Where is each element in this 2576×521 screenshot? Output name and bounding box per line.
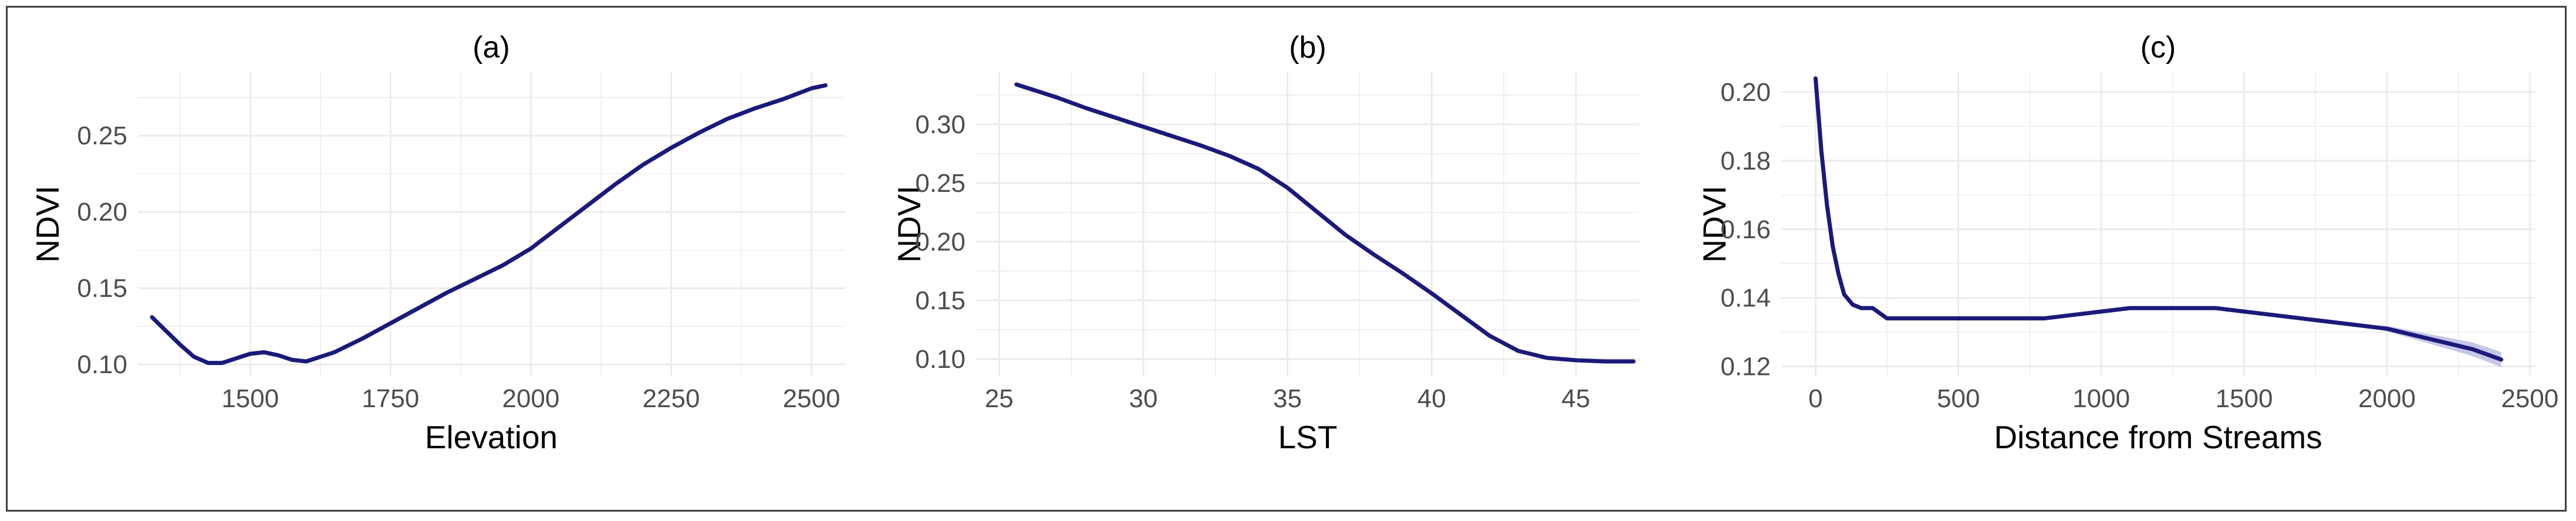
x-tick-label: 25	[985, 384, 1014, 413]
plot-background-c	[1781, 72, 2536, 377]
series-line-c	[1813, 76, 2504, 362]
panel-a: (a) Elevation NDVI 1500 1750 2000 2250 2500 …	[29, 31, 845, 455]
y-tick-labels-a: 0.10 0.15 0.20 0.25	[77, 121, 127, 379]
y-tick-label: 0.12	[1720, 352, 1771, 381]
series-line-a	[150, 83, 828, 366]
x-tick-labels-b: 25 30 35 40 45	[985, 384, 1591, 413]
series-line-c	[1813, 76, 2504, 362]
y-tick-label: 0.16	[1720, 215, 1771, 244]
gridlines-a	[138, 72, 845, 377]
x-axis-label-b: LST	[1278, 419, 1338, 455]
y-tick-label: 0.20	[915, 228, 965, 256]
x-tick-label: 2250	[643, 384, 700, 413]
y-tick-label: 0.25	[915, 169, 965, 198]
x-tick-label: 1750	[362, 384, 419, 413]
x-tick-label: 2500	[783, 384, 840, 413]
gridlines-b	[976, 72, 1639, 377]
x-tick-label: 1500	[221, 384, 279, 413]
x-tick-label: 35	[1273, 384, 1302, 413]
y-tick-label: 0.30	[915, 110, 965, 139]
x-tick-label: 40	[1417, 384, 1446, 413]
x-tick-label: 30	[1129, 384, 1157, 413]
y-tick-label: 0.20	[77, 198, 127, 226]
x-tick-label: 1000	[2072, 384, 2130, 413]
x-tick-label: 2500	[2501, 384, 2558, 413]
panel-title-b: (b)	[1289, 31, 1326, 65]
panel-c: (c) Distance from Streams NDVI 0 500 1000 1…	[1696, 31, 2558, 455]
y-tick-label: 0.14	[1720, 284, 1771, 313]
y-axis-label-c: NDVI	[1696, 185, 1733, 262]
x-tick-label: 45	[1561, 384, 1590, 413]
x-axis-label-c: Distance from Streams	[1994, 419, 2322, 455]
y-tick-label: 0.18	[1720, 147, 1771, 175]
figure-frame	[6, 6, 2567, 512]
y-tick-label: 0.10	[77, 350, 127, 379]
y-tick-labels-b: 0.10 0.15 0.20 0.25 0.30	[915, 110, 965, 374]
x-tick-label: 2000	[2358, 384, 2416, 413]
y-tick-label: 0.25	[77, 121, 127, 150]
panel-b: (b) LST NDVI 25 30 35 40 45 0.10 0.15 0.20 0.25…	[891, 31, 1639, 455]
series-line-b	[1014, 82, 1636, 364]
y-axis-label-b: NDVI	[891, 185, 927, 262]
panel-title-a: (a)	[472, 31, 510, 65]
x-tick-labels-a: 1500 1750 2000 2250 2500	[221, 384, 840, 413]
panel-title-c: (c)	[2141, 31, 2176, 65]
y-tick-label: 0.15	[77, 274, 127, 303]
x-tick-label: 2000	[502, 384, 559, 413]
plot-background-b	[976, 72, 1639, 377]
x-tick-label: 500	[1937, 384, 1980, 413]
x-tick-label: 0	[1808, 384, 1822, 413]
x-tick-labels-c: 0 500 1000 1500 2000 2500	[1808, 384, 2558, 413]
x-tick-label: 1500	[2216, 384, 2273, 413]
y-tick-label: 0.15	[915, 286, 965, 315]
y-tick-labels-c: 0.12 0.14 0.16 0.18 0.20	[1720, 78, 1771, 381]
series-line-b	[1014, 82, 1636, 364]
plot-background-a	[138, 72, 845, 377]
y-tick-label: 0.10	[915, 345, 965, 374]
y-axis-label-a: NDVI	[29, 185, 66, 262]
series-line-a	[150, 83, 828, 366]
x-axis-label-a: Elevation	[425, 419, 558, 455]
y-tick-label: 0.20	[1720, 78, 1771, 107]
